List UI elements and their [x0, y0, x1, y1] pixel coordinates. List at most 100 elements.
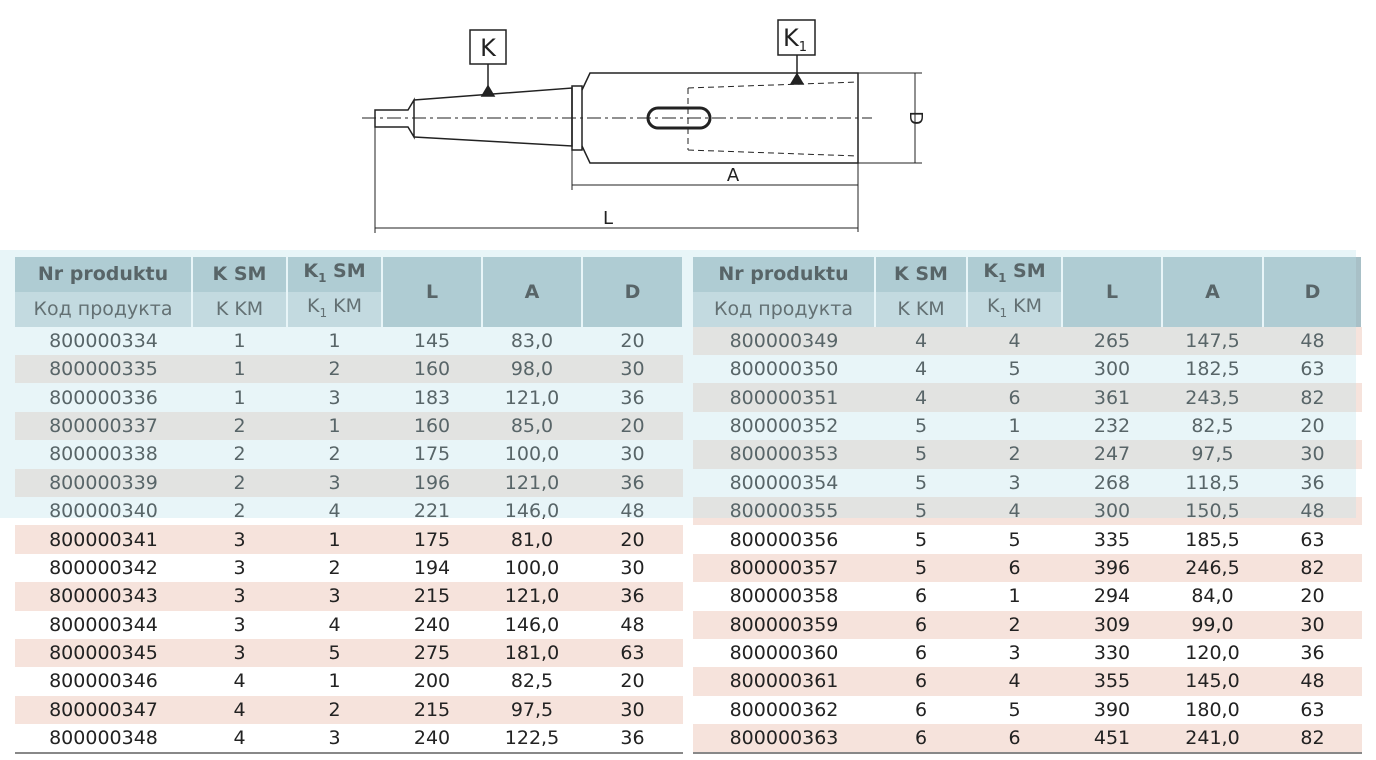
cell: 160: [382, 411, 482, 441]
cell: 390: [1093, 698, 1131, 721]
cell: 97,5: [1162, 440, 1263, 469]
cell: 800000344: [49, 613, 158, 636]
cell: 84,0: [1191, 585, 1234, 608]
cell: 83,0: [510, 329, 554, 352]
cell: 1: [1008, 414, 1021, 437]
cell: 99,0: [1162, 610, 1263, 639]
header-tail: SM: [1006, 260, 1046, 282]
cell: 330: [1093, 642, 1131, 665]
cell: 5: [1008, 698, 1021, 721]
cell: 1: [1008, 585, 1021, 608]
cell: 215: [382, 695, 482, 725]
cell: 36: [1300, 471, 1325, 494]
cell: 4: [192, 695, 287, 725]
cell: 97,5: [482, 695, 582, 725]
cell: 396: [1062, 553, 1162, 583]
cell: 800000339: [15, 468, 192, 497]
cell: 2: [967, 610, 1062, 639]
cell: 5: [875, 496, 967, 526]
cell: 63: [1300, 358, 1325, 381]
header-cell: Nr produktu: [693, 257, 876, 292]
cell: 335: [1093, 528, 1131, 551]
header-sub: 1: [318, 270, 327, 285]
header-row: Nr produktu K SM K1 SM L A D: [15, 257, 684, 327]
cell: 2: [233, 500, 246, 523]
cell: 6: [914, 642, 928, 665]
cell: 800000337: [15, 411, 192, 441]
cell: 215: [382, 582, 482, 611]
cell: 5: [914, 414, 928, 437]
cell: 294: [1093, 585, 1131, 608]
header-cell: K1 KM: [967, 291, 1063, 327]
cell: 145,0: [1162, 667, 1263, 696]
cell: 800000362: [729, 698, 839, 721]
cell: 85,0: [482, 411, 582, 441]
cell: 200: [413, 670, 451, 693]
cell: 183: [413, 386, 451, 409]
cell: 800000349: [693, 326, 875, 355]
cell: 30: [620, 556, 645, 579]
table-row: 800000345 3 5 275 181,0 63: [15, 638, 683, 668]
table-right: Nr produktu K SM K1 SM L A D Код продукта K KM K…: [693, 257, 1363, 755]
cell: 82,5: [1191, 414, 1234, 437]
table-row: 800000338 2 2 175 100,0 30: [15, 440, 683, 468]
header-main: K: [303, 260, 319, 282]
cell: 800000357: [693, 553, 875, 583]
cell: 240: [382, 724, 482, 755]
header-tail: KM: [228, 298, 264, 321]
cell: 800000350: [729, 358, 839, 381]
cell: 20: [1300, 414, 1325, 437]
header-cell: A: [1162, 257, 1264, 327]
cell: 4: [967, 326, 1062, 355]
table-row: 800000348 4 3 240 122,5 36: [15, 724, 683, 755]
k1-box: [777, 19, 816, 56]
cell: 1: [192, 354, 287, 384]
table-row: 800000347 4 2 215 97,5 30: [15, 695, 683, 725]
table-row: 800000357 5 6 396 246,5 82: [693, 553, 1362, 583]
header-cell: D: [1263, 257, 1363, 327]
cell: 5: [1008, 528, 1021, 551]
cell: 800000351: [693, 383, 875, 412]
cell: 268: [1093, 471, 1131, 494]
cell: 3: [287, 468, 382, 497]
cell: 800000352: [729, 414, 839, 437]
cell: 800000343: [15, 582, 192, 611]
l-dim: [374, 127, 858, 233]
k-box: [469, 29, 507, 65]
header-cell: Nr produktu: [15, 257, 193, 292]
cell: 1: [328, 329, 341, 352]
cell: 30: [1263, 440, 1362, 469]
drawing: K K1 D A L: [362, 19, 926, 233]
header-cell: K SM: [875, 257, 968, 292]
cell: 121,0: [482, 582, 582, 611]
cell: 146,0: [504, 613, 560, 636]
cell: 121,0: [482, 468, 582, 497]
cell: 118,5: [1185, 471, 1240, 494]
cell: 4: [875, 383, 967, 412]
cell: 122,5: [482, 724, 582, 755]
cell: 800000358: [729, 585, 839, 608]
cell: 5: [914, 471, 928, 494]
cell: 121,0: [504, 386, 560, 409]
table-row: 800000360 6 3 330 120,0 36: [693, 639, 1362, 667]
table-row: 800000337 2 1 160 85,0 20: [15, 411, 683, 441]
header-main: K: [897, 298, 910, 321]
table-row: 800000336 1 3 183 121,0 36: [15, 383, 683, 411]
cell: 3: [1008, 642, 1021, 665]
table-left: Nr produktu K SM K1 SM L A D Код продукта K KM K…: [15, 257, 684, 755]
k-label: K: [480, 34, 497, 62]
cell: 232: [1093, 414, 1131, 437]
cell: 82: [1263, 724, 1362, 755]
cell: 5: [875, 553, 967, 583]
cell: 30: [1263, 610, 1362, 639]
cell: 30: [582, 354, 683, 384]
cell: 48: [1263, 667, 1362, 696]
header-cell: Код продукта: [693, 291, 876, 327]
cell: 800000336: [49, 386, 158, 409]
table-row: 800000340 2 4 221 146,0 48: [15, 497, 683, 525]
a-dim: [571, 150, 859, 232]
cell: 6: [875, 724, 967, 755]
cell: 36: [620, 386, 645, 409]
table-row: 800000335 1 2 160 98,0 30: [15, 354, 683, 384]
cell: 2: [967, 440, 1062, 469]
